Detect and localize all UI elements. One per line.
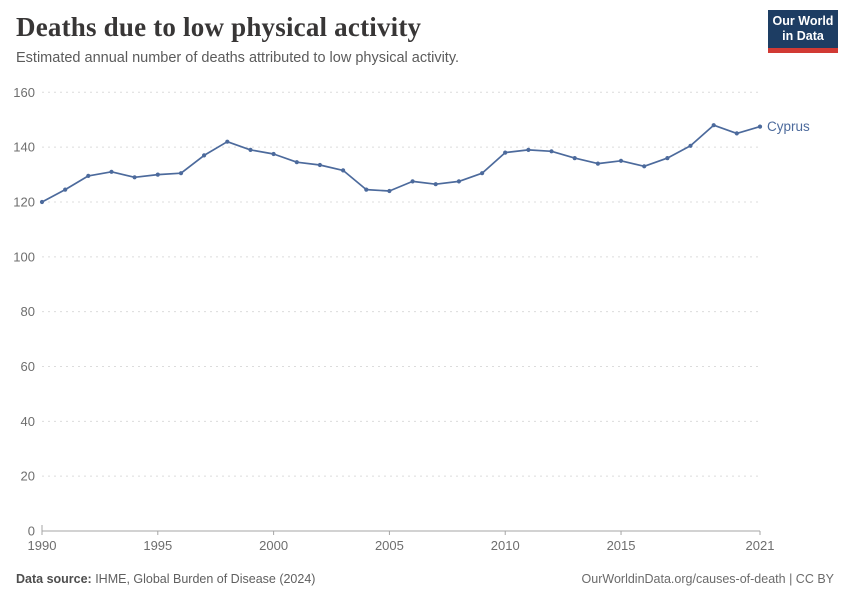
data-point-marker[interactable]	[410, 179, 415, 184]
data-point-marker[interactable]	[364, 187, 369, 192]
data-point-marker[interactable]	[595, 161, 601, 166]
data-point-marker[interactable]	[572, 156, 577, 161]
owid-url-link[interactable]: OurWorldinData.org/causes-of-death	[581, 572, 786, 586]
y-tick-label: 160	[13, 85, 35, 100]
x-tick-label: 2000	[259, 538, 288, 553]
x-tick-label: 2015	[607, 538, 636, 553]
y-tick-label: 120	[13, 194, 35, 209]
chart-subtitle: Estimated annual number of deaths attrib…	[16, 50, 460, 66]
data-source-note: Data source: IHME, Global Burden of Dise…	[16, 572, 315, 586]
data-point-marker[interactable]	[86, 173, 91, 178]
y-tick-label: 0	[28, 524, 35, 539]
owid-logo-red-bar	[768, 48, 838, 53]
x-tick-label: 2010	[491, 538, 520, 553]
data-point-marker[interactable]	[155, 172, 160, 177]
data-point-marker[interactable]	[642, 164, 647, 169]
trend-line[interactable]	[41, 124, 761, 203]
data-point-marker[interactable]	[178, 171, 184, 176]
y-tick-label: 20	[21, 469, 35, 484]
data-point-marker[interactable]	[757, 124, 763, 129]
owid-logo-line2: in Data	[782, 29, 824, 43]
data-point-marker[interactable]	[387, 188, 392, 194]
data-point-marker[interactable]	[341, 168, 346, 173]
data-point-marker[interactable]	[618, 158, 624, 163]
data-point-marker[interactable]	[294, 160, 299, 165]
y-tick-label: 60	[21, 359, 35, 374]
data-point-marker[interactable]	[688, 143, 693, 148]
entity-label[interactable]: Cyprus	[767, 119, 810, 134]
data-point-marker[interactable]	[39, 199, 45, 205]
x-tick-label: 1995	[143, 538, 172, 553]
chart-footer: Data source: IHME, Global Burden of Dise…	[16, 572, 834, 586]
data-source-label: Data source:	[16, 572, 92, 586]
attribution-note: OurWorldinData.org/causes-of-death | CC …	[582, 572, 834, 586]
x-tick-label: 2005	[375, 538, 404, 553]
data-point-marker[interactable]	[271, 151, 276, 157]
data-point-marker[interactable]	[109, 169, 114, 174]
data-point-marker[interactable]	[526, 147, 531, 152]
data-point-marker[interactable]	[248, 147, 253, 152]
y-tick-label: 100	[13, 249, 35, 264]
data-point-marker[interactable]	[456, 179, 461, 184]
owid-logo-line1: Our World	[772, 14, 834, 28]
owid-logo[interactable]: Our World in Data	[768, 10, 838, 53]
y-tick-label: 140	[13, 140, 35, 155]
y-tick-label: 80	[21, 304, 35, 319]
data-point-marker[interactable]	[225, 139, 230, 144]
y-tick-label: 40	[21, 414, 35, 429]
data-point-marker[interactable]	[711, 123, 716, 128]
data-point-marker[interactable]	[503, 150, 508, 155]
x-tick-label: 2021	[746, 538, 775, 553]
data-point-marker[interactable]	[317, 162, 322, 168]
x-tick-label: 1990	[28, 538, 57, 553]
data-point-marker[interactable]	[433, 182, 438, 187]
data-point-marker[interactable]	[665, 156, 670, 161]
owid-logo-box: Our World in Data	[768, 10, 838, 48]
chart-header: Deaths due to low physical activity Esti…	[16, 12, 750, 66]
page-title: Deaths due to low physical activity	[16, 12, 422, 42]
license-label: CC BY	[795, 572, 834, 586]
data-point-marker[interactable]	[202, 153, 207, 158]
license-separator: |	[785, 572, 796, 586]
data-point-marker[interactable]	[63, 187, 68, 192]
data-point-marker[interactable]	[734, 131, 739, 136]
data-source-value: IHME, Global Burden of Disease (2024)	[91, 572, 316, 586]
data-point-marker[interactable]	[480, 171, 485, 176]
data-point-marker[interactable]	[549, 149, 554, 154]
data-point-marker[interactable]	[132, 175, 137, 180]
